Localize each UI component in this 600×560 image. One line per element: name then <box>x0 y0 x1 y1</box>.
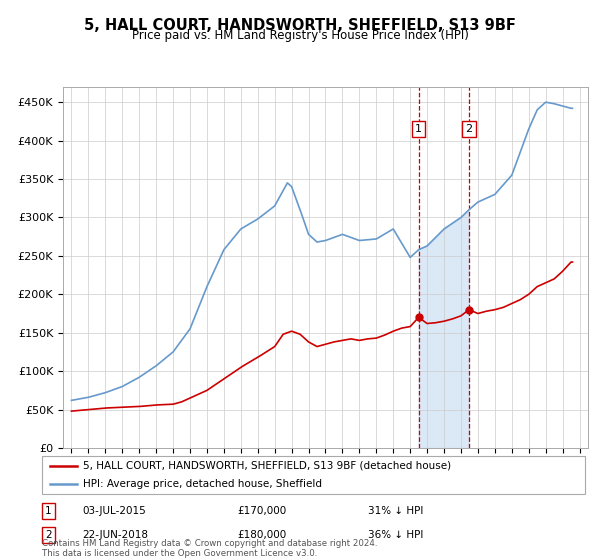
Text: 5, HALL COURT, HANDSWORTH, SHEFFIELD, S13 9BF (detached house): 5, HALL COURT, HANDSWORTH, SHEFFIELD, S1… <box>83 461 451 471</box>
Text: 31% ↓ HPI: 31% ↓ HPI <box>368 506 423 516</box>
FancyBboxPatch shape <box>42 456 585 494</box>
Text: Price paid vs. HM Land Registry's House Price Index (HPI): Price paid vs. HM Land Registry's House … <box>131 29 469 42</box>
Text: 03-JUL-2015: 03-JUL-2015 <box>83 506 146 516</box>
Text: £170,000: £170,000 <box>238 506 287 516</box>
Text: 2: 2 <box>466 124 473 134</box>
Text: 1: 1 <box>415 124 422 134</box>
Text: 1: 1 <box>45 506 52 516</box>
Text: 36% ↓ HPI: 36% ↓ HPI <box>368 530 423 540</box>
Text: 5, HALL COURT, HANDSWORTH, SHEFFIELD, S13 9BF: 5, HALL COURT, HANDSWORTH, SHEFFIELD, S1… <box>84 18 516 33</box>
Text: 2: 2 <box>45 530 52 540</box>
Text: £180,000: £180,000 <box>238 530 287 540</box>
Text: 22-JUN-2018: 22-JUN-2018 <box>83 530 149 540</box>
Text: Contains HM Land Registry data © Crown copyright and database right 2024.
This d: Contains HM Land Registry data © Crown c… <box>42 539 377 558</box>
Text: HPI: Average price, detached house, Sheffield: HPI: Average price, detached house, Shef… <box>83 479 322 489</box>
